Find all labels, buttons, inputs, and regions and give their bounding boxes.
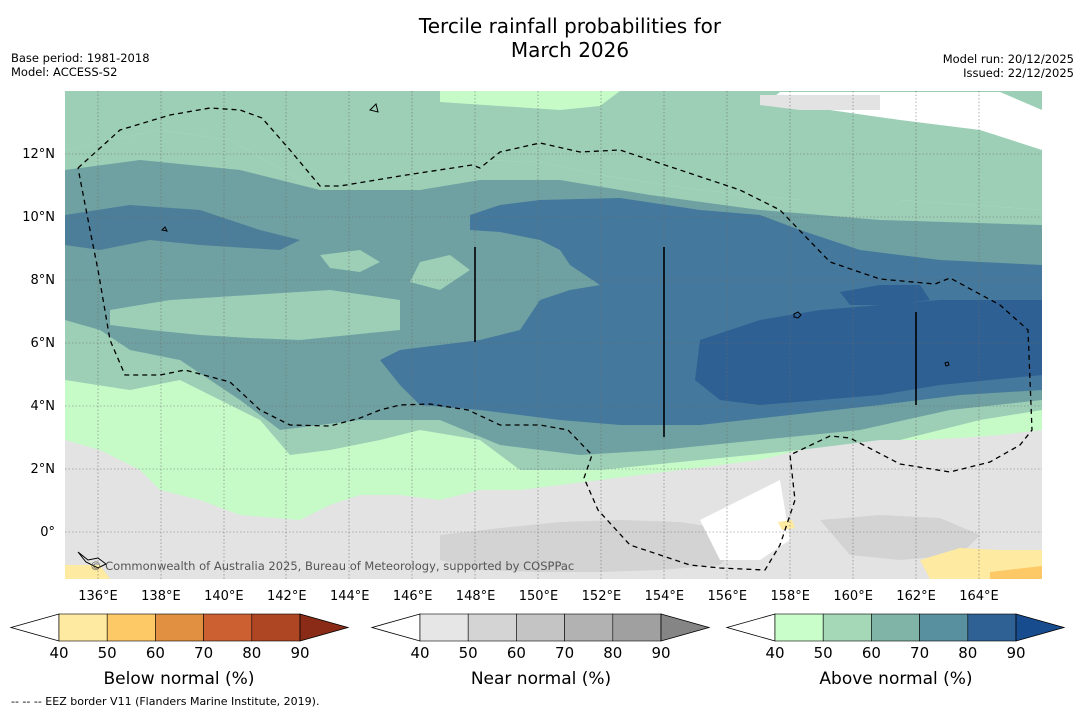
colorbar-tick-label: 90 (1006, 644, 1025, 662)
region-boundaries (474, 247, 917, 437)
title-line1: Tercile rainfall probabilities for (418, 14, 722, 38)
graticule (65, 91, 1042, 579)
colorbar-swatch (251, 613, 301, 642)
lon-tick-label: 144°E (330, 589, 370, 604)
lat-tick-label: 10°N (22, 210, 55, 225)
lat-tick-labels: 0° 2°N 4°N 6°N 8°N 10°N 12°N (22, 147, 55, 540)
lon-tick-label: 148°E (456, 589, 496, 604)
colorbar-min-arrow (725, 613, 776, 642)
lon-tick-label: 140°E (204, 589, 244, 604)
lon-tick-label: 156°E (708, 589, 748, 604)
colorbar-tick-label: 90 (290, 644, 309, 662)
lon-tick-label: 160°E (833, 589, 873, 604)
colorbar-tick-label: 60 (507, 644, 526, 662)
colorbar-swatch (822, 613, 872, 642)
legend-near-title: Near normal (%) (470, 669, 612, 689)
colorbar-tick-label: 40 (765, 644, 784, 662)
title-line2: March 2026 (510, 38, 630, 62)
lon-tick-label: 164°E (959, 589, 999, 604)
colorbar-near-normal: 40 50 60 70 80 90 (370, 613, 711, 662)
eez-border (77, 107, 1033, 571)
colorbar-swatch (203, 613, 253, 642)
colorbar-max-arrow (299, 613, 350, 642)
colorbar-max-arrow (1015, 613, 1066, 642)
lon-tick-label: 162°E (896, 589, 936, 604)
base-period-text: Base period: 1981-2018 (11, 51, 150, 65)
colorbar-swatch (516, 613, 565, 642)
colorbar-swatch (871, 613, 920, 642)
colorbar-tick-label: 60 (862, 644, 881, 662)
probability-field (65, 91, 1042, 579)
lat-tick-label: 8°N (31, 273, 56, 288)
colorbar-tick-label: 80 (958, 644, 977, 662)
legend-below-title: Below normal (%) (103, 669, 255, 689)
colorbar-tick-label: 50 (98, 644, 117, 662)
lon-tick-label: 142°E (267, 589, 307, 604)
colorbar-above-normal: 40 50 60 70 80 90 (725, 613, 1066, 662)
legend-above-title: Above normal (%) (819, 669, 973, 689)
model-run-text: Model run: 20/12/2025 (942, 52, 1074, 66)
colorbar-swatch (58, 613, 108, 642)
colorbar-swatch (774, 613, 824, 642)
run-info: Model run: 20/12/2025 Issued: 22/12/2025 (943, 52, 1074, 80)
issued-text: Issued: 22/12/2025 (963, 66, 1074, 80)
model-info: Base period: 1981-2018 Model: ACCESS-S2 (11, 51, 150, 79)
lon-tick-labels: 136°E 138°E 140°E 142°E 144°E 146°E 148°E 150°E… (78, 589, 999, 604)
colorbar-swatch (919, 613, 969, 642)
colorbar-min-arrow (9, 613, 60, 642)
lat-tick-label: 0° (40, 525, 55, 540)
colorbar-tick-label: 50 (814, 644, 833, 662)
model-text: Model: ACCESS-S2 (11, 65, 118, 79)
copyright-text: © Commonwealth of Australia 2025, Bureau… (90, 559, 574, 573)
lat-tick-label: 2°N (31, 462, 56, 477)
lon-tick-label: 150°E (519, 589, 559, 604)
lat-tick-label: 4°N (31, 399, 56, 414)
lon-tick-label: 136°E (78, 589, 118, 604)
lon-tick-label: 154°E (645, 589, 685, 604)
colorbar-swatch (106, 613, 156, 642)
lat-tick-label: 12°N (22, 147, 55, 162)
colorbar-swatch (419, 613, 469, 642)
colorbar-swatch (564, 613, 614, 642)
lat-tick-label: 6°N (31, 336, 56, 351)
colorbar-swatch (967, 613, 1017, 642)
colorbar-below-normal: 40 50 60 70 80 90 (9, 613, 350, 662)
colorbar-tick-label: 80 (242, 644, 261, 662)
colorbar-swatch (155, 613, 204, 642)
colorbar-swatch (467, 613, 517, 642)
colorbar-tick-label: 50 (459, 644, 478, 662)
colorbar-tick-label: 70 (194, 644, 213, 662)
colorbar-max-arrow (660, 613, 711, 642)
colorbar-tick-label: 70 (555, 644, 574, 662)
colorbar-tick-label: 90 (651, 644, 670, 662)
colorbar-tick-label: 80 (603, 644, 622, 662)
islands (77, 103, 950, 569)
lon-tick-label: 152°E (582, 589, 622, 604)
lon-tick-label: 158°E (770, 589, 810, 604)
colorbar-tick-label: 40 (410, 644, 429, 662)
colorbar-swatch (612, 613, 662, 642)
colorbar-tick-label: 40 (49, 644, 68, 662)
lon-tick-label: 146°E (393, 589, 433, 604)
lon-tick-label: 138°E (141, 589, 181, 604)
colorbar-tick-label: 60 (146, 644, 165, 662)
colorbar-tick-label: 70 (910, 644, 929, 662)
colorbar-min-arrow (370, 613, 421, 642)
eez-footnote: -- -- -- EEZ border V11 (Flanders Marine… (11, 695, 320, 708)
